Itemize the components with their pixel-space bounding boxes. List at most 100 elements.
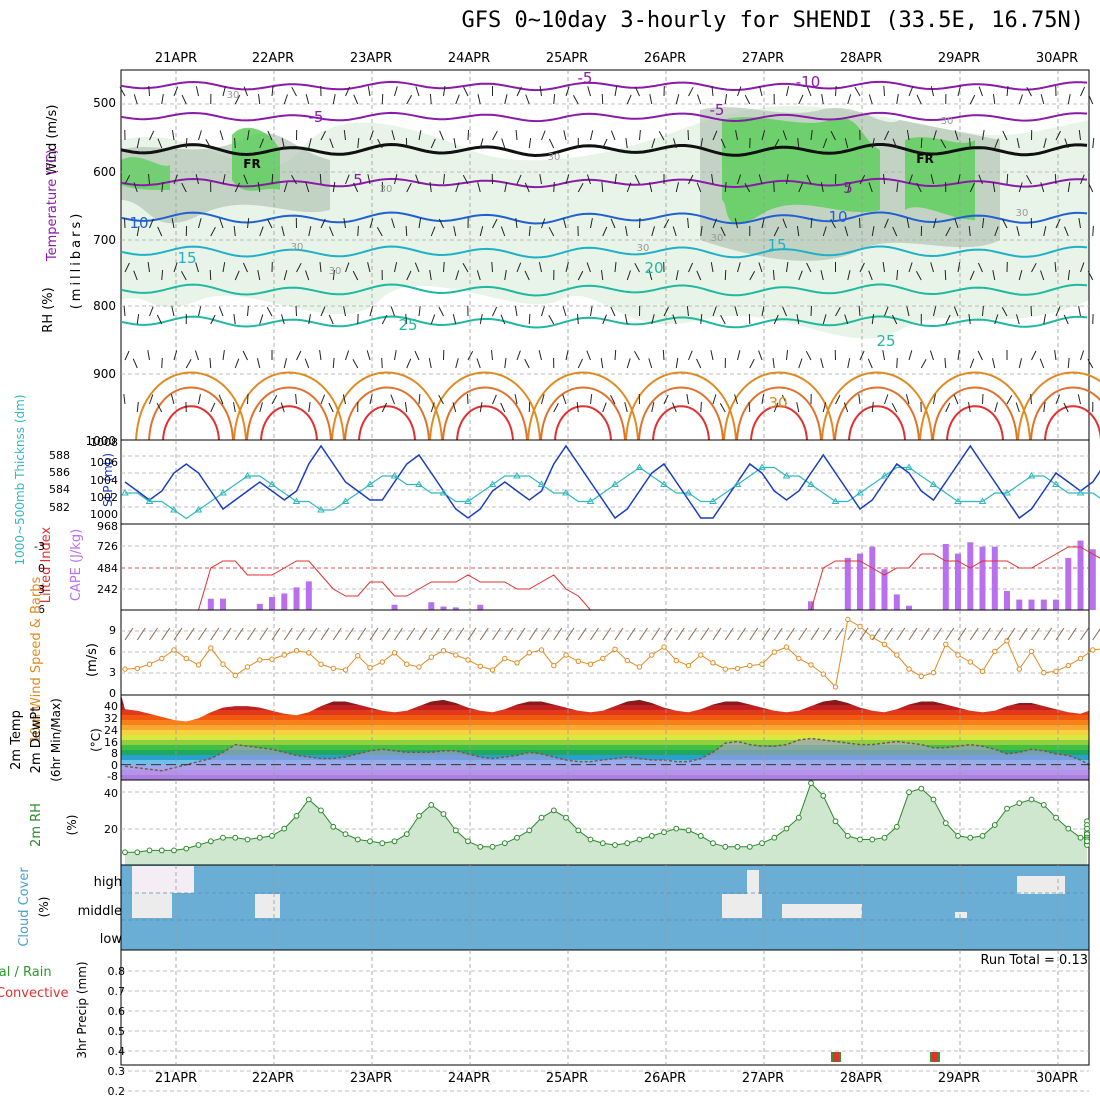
thickness-marker xyxy=(390,472,399,479)
wind-barb xyxy=(418,130,422,141)
wind-barb xyxy=(173,174,178,185)
wind-barb xyxy=(161,94,164,105)
wind-barb xyxy=(438,395,444,405)
wind-barb xyxy=(891,402,898,413)
cloud-background xyxy=(121,865,1089,950)
wind-barb xyxy=(136,314,140,325)
wind-barb xyxy=(821,94,824,105)
wind-barb xyxy=(1092,138,1095,149)
wind-barb xyxy=(476,358,481,369)
wind-barb xyxy=(1063,314,1069,325)
wind-barb xyxy=(586,350,591,361)
precip-tick: 0.4 xyxy=(108,1045,126,1058)
wind-barb xyxy=(884,627,893,641)
wind-barb xyxy=(357,138,360,149)
wind-barb xyxy=(149,627,158,641)
temp-band xyxy=(121,715,1089,721)
wind-barb xyxy=(1077,394,1081,405)
wind-barb xyxy=(892,138,898,149)
wind-barb xyxy=(586,174,591,185)
rh2m-point xyxy=(1077,834,1084,841)
thick-tick: 582 xyxy=(49,501,70,514)
wind-barb xyxy=(905,394,910,405)
wind-barb xyxy=(906,218,910,229)
precip-tick: 0.6 xyxy=(108,1005,126,1018)
rh2m-point xyxy=(293,813,300,819)
wind-barb xyxy=(687,217,689,229)
wind-barb xyxy=(394,262,398,273)
cape-bar xyxy=(391,604,398,610)
surface-isotherm xyxy=(456,405,514,441)
wind-barb xyxy=(222,262,226,273)
wind-barb xyxy=(281,138,285,149)
wind-barb xyxy=(940,139,947,149)
rh2m-point xyxy=(440,811,447,817)
wind-barb xyxy=(1055,306,1061,317)
thickness-marker xyxy=(488,480,497,487)
wind-barb xyxy=(734,306,738,317)
wind-barb xyxy=(381,93,384,105)
wind-barb xyxy=(602,314,607,325)
wind-barb xyxy=(648,270,653,281)
wind-barb xyxy=(1078,218,1081,229)
wind-barb xyxy=(479,314,483,325)
rh2m-point xyxy=(452,827,459,834)
wind-barb xyxy=(467,129,469,141)
precip-panel xyxy=(120,949,1090,1092)
thickness-marker xyxy=(856,489,864,496)
wind-barb xyxy=(404,402,408,413)
wind-barb xyxy=(859,174,866,185)
temp-band xyxy=(121,730,1089,736)
upper-contour-labels: FR FR -10 -5 -5 -5 5 5 10 10 15 15 20 25… xyxy=(129,69,1028,412)
wind-barb xyxy=(406,95,413,105)
cape-bar xyxy=(844,557,851,610)
wind-barb xyxy=(539,174,542,185)
wind-barb xyxy=(234,358,240,369)
wind-barb xyxy=(1078,130,1081,141)
wind-barb xyxy=(209,269,212,281)
wind-barb xyxy=(658,131,665,141)
wind-barb xyxy=(868,182,873,193)
wind-barb xyxy=(259,138,264,149)
wind-barb xyxy=(954,218,959,229)
temp-band xyxy=(121,750,1089,756)
wind-barb xyxy=(455,94,460,105)
wind-barb xyxy=(195,174,199,185)
top-date-label: 22APR xyxy=(252,51,294,66)
wind-barb xyxy=(982,130,985,141)
cape-bar xyxy=(979,546,986,610)
wind-barb xyxy=(758,262,763,273)
wind-barb xyxy=(319,262,322,273)
wind-speed-point xyxy=(526,650,532,656)
wind-barb xyxy=(491,350,493,361)
wind-barb xyxy=(367,262,371,273)
wind-speed-point xyxy=(685,662,692,669)
wind-barb xyxy=(761,306,765,317)
wind-speed-point xyxy=(293,648,300,654)
wind-barb xyxy=(1055,218,1061,229)
rh2m-point xyxy=(134,849,141,856)
wind-barb xyxy=(805,350,812,361)
wind-barb xyxy=(455,627,465,641)
rh2m-point xyxy=(636,836,643,843)
wind-barb xyxy=(712,627,722,641)
wind-barb xyxy=(602,138,608,149)
wind-barb xyxy=(528,313,531,325)
wind-barb xyxy=(675,270,679,281)
precip-tick: 0.2 xyxy=(108,1085,126,1098)
wind-barb xyxy=(198,627,207,641)
wind-barb xyxy=(343,306,346,317)
wind-barb xyxy=(992,182,996,193)
wind-barb xyxy=(700,314,703,325)
temp-2m-panel xyxy=(120,694,1090,781)
wind-barb xyxy=(516,627,526,641)
wind-barb xyxy=(218,394,224,405)
cloud-level-middle: middle xyxy=(78,904,122,919)
wind-barb xyxy=(406,270,412,281)
wind-barb xyxy=(198,306,202,317)
thickness-marker xyxy=(366,480,374,487)
wind-barb xyxy=(222,627,232,641)
wind-barb xyxy=(1092,225,1094,237)
wind-barb xyxy=(896,627,906,641)
wind-barb xyxy=(696,358,702,369)
